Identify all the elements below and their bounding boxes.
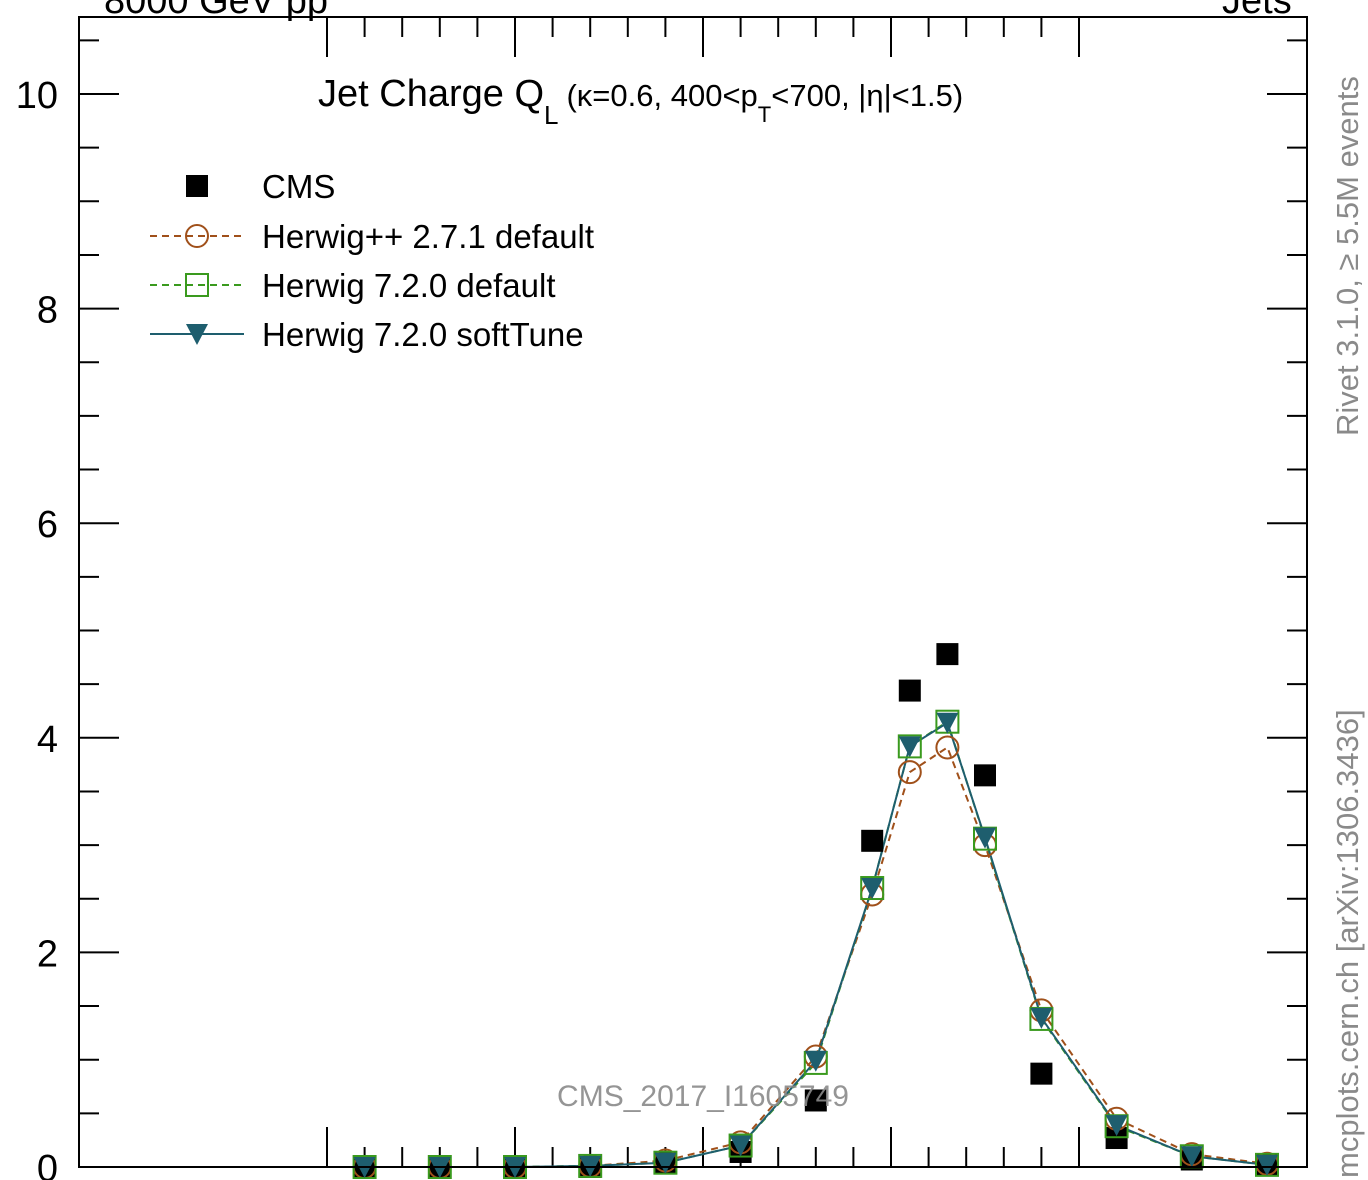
version-label: Rivet 3.1.0, ≥ 5.5M events [1330,76,1365,436]
data-point [1105,1115,1128,1137]
data-point [1030,1062,1053,1085]
data-point [729,1135,752,1157]
data-point [974,764,996,787]
data-point [654,1152,677,1174]
chart-title: Jet Charge QL (κ=0.6, 400<pT<700, |η|<1.5… [318,73,963,130]
legend-marker [185,224,209,248]
legend-label: Herwig++ 2.7.1 default [262,218,594,255]
y-tick-labels: 0 2 4 6 8 10 [16,75,58,1180]
data-point [936,643,959,666]
legend-label: Herwig 7.2.0 default [262,267,556,304]
data-point [1256,1154,1278,1176]
data-point [936,712,959,734]
legend: CMS Herwig++ 2.7.1 default Herwig 7.2.0 de… [150,168,594,353]
legend-label: Herwig 7.2.0 softTune [262,316,584,353]
data-point [861,829,884,852]
y-tick-label: 8 [37,290,58,332]
y-tick-label: 4 [37,719,58,761]
legend-marker [186,175,208,197]
data-point [898,736,921,758]
data-point [935,735,960,760]
plot-frame [78,16,1308,1168]
data-point [1180,1146,1203,1168]
title-detail-post: <700, |η|<1.5) [771,78,963,113]
data-point [804,1050,827,1072]
data-point [898,679,921,702]
title-main: Jet Charge Q [318,73,544,115]
data-point [897,760,922,785]
title-main-sub: L [544,100,558,130]
data-point [1030,1007,1053,1029]
legend-label: CMS [262,168,335,205]
y-tick-label: 10 [16,75,58,117]
legend-marker [186,324,208,345]
y-tick-label: 2 [37,933,58,975]
data-point [861,878,884,900]
data-point [974,827,996,849]
watermark: CMS_2017_I1605749 [557,1080,849,1113]
title-detail-sub: T [758,102,771,127]
y-tick-label: 6 [37,504,58,546]
data-point [804,1089,827,1112]
source-label: mcplots.cern.ch [arXiv:1306.3436] [1330,709,1365,1178]
title-detail-pre: (κ=0.6, 400<p [566,78,757,113]
y-tick-label: 0 [37,1148,58,1180]
legend-marker [185,273,209,297]
